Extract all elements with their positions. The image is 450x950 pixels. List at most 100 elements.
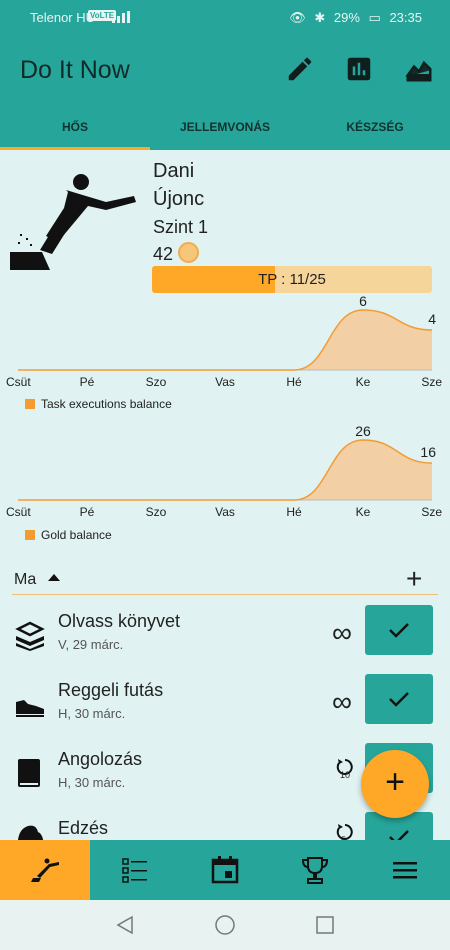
book-icon xyxy=(14,757,46,789)
add-task-icon[interactable]: + xyxy=(406,563,423,594)
task-date: H, 30 márc. xyxy=(58,706,126,721)
nav-trophy[interactable] xyxy=(270,840,360,900)
pencil-icon[interactable] xyxy=(285,54,315,84)
series-line xyxy=(17,309,433,371)
data-label: 26 xyxy=(355,423,371,439)
gold-amount: 42 xyxy=(153,244,174,264)
hero-diver-icon xyxy=(6,172,141,272)
task-row[interactable]: Olvass könyvet V, 29 márc. ∞ xyxy=(0,605,450,671)
bluetooth-icon: ✱ xyxy=(314,10,326,25)
nav-hero[interactable] xyxy=(0,840,90,900)
chart-gold-balance: Csüt Pé Szo Vas Hé Ke Sze 26 16 Gold balance xyxy=(0,420,450,545)
recents-icon[interactable] xyxy=(314,914,336,936)
day-filter[interactable]: Ma xyxy=(14,571,37,588)
x-tick-label: Pé xyxy=(80,505,95,519)
tab-bar: HŐS JELLEMVONÁS KÉSZSÉG xyxy=(0,106,450,150)
task-row[interactable]: Reggeli futás H, 30 márc. ∞ xyxy=(0,674,450,740)
signal-icon xyxy=(112,11,130,26)
home-icon[interactable] xyxy=(214,914,236,936)
task-date: H, 30 márc. xyxy=(58,775,126,790)
hero-level: Szint 1 xyxy=(153,217,209,237)
x-tick-label: Ke xyxy=(356,505,371,519)
status-bar: Telenor HU VoLTE 👁 ✱ 29% ▭ 23:35 xyxy=(0,0,450,34)
complete-task-button[interactable] xyxy=(365,605,433,655)
x-tick-label: Sze xyxy=(421,375,442,389)
data-label: 6 xyxy=(359,293,367,309)
x-tick-label: Csüt xyxy=(6,375,31,389)
complete-task-button[interactable] xyxy=(365,674,433,724)
area-fill xyxy=(18,440,432,500)
x-tick-label: Ke xyxy=(356,375,371,389)
nav-list[interactable] xyxy=(90,840,180,900)
tp-progress-bar: TP : 11/25 xyxy=(152,266,432,293)
gold-balance-chart: Csüt Pé Szo Vas Hé Ke Sze 26 16 xyxy=(6,423,442,519)
sneaker-icon xyxy=(14,688,46,720)
x-tick-label: Pé xyxy=(80,375,95,389)
data-label: 16 xyxy=(420,444,436,460)
back-icon[interactable] xyxy=(114,914,136,936)
repeat-count: 5 xyxy=(341,835,347,840)
add-fab-button[interactable]: + xyxy=(361,750,429,818)
checklist-icon xyxy=(122,858,147,883)
bottom-nav xyxy=(0,840,450,900)
eye-icon: 👁 xyxy=(289,10,306,25)
repeat-arrow-icon xyxy=(336,824,353,840)
app-title: Do It Now xyxy=(20,56,130,84)
sort-arrow-icon[interactable] xyxy=(48,574,60,581)
carrier-label: Telenor HU xyxy=(30,10,96,25)
nav-menu[interactable] xyxy=(360,840,450,900)
x-tick-label: Vas xyxy=(215,505,235,519)
tab-hero[interactable]: HŐS xyxy=(0,106,150,150)
battery-percent: 29% xyxy=(333,10,360,25)
chart-legend: Task executions balance xyxy=(25,397,172,411)
check-icon xyxy=(389,623,409,638)
books-icon xyxy=(14,619,46,651)
app-bar: Do It Now xyxy=(0,34,450,106)
x-tick-label: Vas xyxy=(215,375,235,389)
legend-swatch xyxy=(25,530,35,540)
trophy-icon xyxy=(301,857,329,884)
status-right: 👁 ✱ 29% ▭ 23:35 xyxy=(284,10,422,26)
area-chart-icon[interactable] xyxy=(404,54,434,84)
infinity-icon: ∞ xyxy=(332,686,352,717)
divider xyxy=(12,594,438,595)
nav-calendar[interactable] xyxy=(180,840,270,900)
repeat-count: 10 xyxy=(340,770,351,780)
tp-progress-fill xyxy=(152,266,276,293)
x-tick-label: Szo xyxy=(146,505,167,519)
task-name: Olvass könyvet xyxy=(58,611,181,631)
clock: 23:35 xyxy=(389,10,422,25)
task-row[interactable]: Edzés 5 xyxy=(0,812,450,840)
task-name: Angolozás xyxy=(58,749,143,769)
x-tick-label: Hé xyxy=(286,375,302,389)
legend-label: Gold balance xyxy=(41,528,112,542)
x-tick-label: Csüt xyxy=(6,505,31,519)
data-label: 4 xyxy=(428,311,436,327)
calendar-icon xyxy=(211,856,239,884)
task-name: Reggeli futás xyxy=(58,680,164,700)
legend-swatch xyxy=(25,399,35,409)
tab-skills[interactable]: KÉSZSÉG xyxy=(346,120,404,134)
legend-label: Task executions balance xyxy=(41,397,172,411)
x-tick-label: Hé xyxy=(286,505,302,519)
task-date: V, 29 márc. xyxy=(58,637,124,652)
series-line xyxy=(17,439,433,501)
battery-icon: ▭ xyxy=(368,10,381,25)
check-icon xyxy=(389,830,409,840)
infinity-icon: ∞ xyxy=(332,617,352,648)
area-fill xyxy=(18,310,432,370)
coin-icon xyxy=(178,242,199,263)
muscle-icon xyxy=(14,820,46,840)
tab-traits[interactable]: JELLEMVONÁS xyxy=(179,120,270,134)
chart-legend: Gold balance xyxy=(25,528,112,542)
system-nav xyxy=(0,900,450,950)
hero-rank: Újonc xyxy=(153,188,205,210)
hero-section: Dani Újonc Szint 1 42 TP : 11/25 xyxy=(0,150,450,295)
x-tick-label: Sze xyxy=(421,505,442,519)
bar-chart-icon[interactable] xyxy=(344,54,374,84)
task-executions-chart: Csüt Pé Szo Vas Hé Ke Sze 6 4 xyxy=(6,293,442,389)
x-tick-label: Szo xyxy=(146,375,167,389)
hero-name: Dani xyxy=(153,160,195,182)
task-name: Edzés xyxy=(58,818,109,838)
chart-task-executions: Csüt Pé Szo Vas Hé Ke Sze 6 4 Task executions ba… xyxy=(0,290,450,415)
